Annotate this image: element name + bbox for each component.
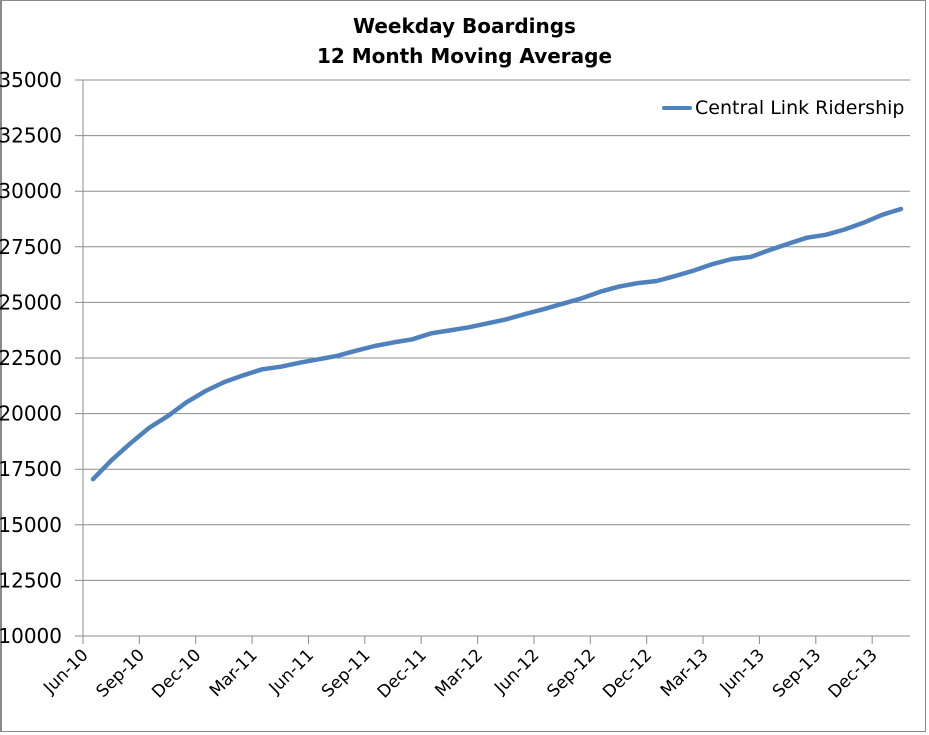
chart-subtitle: 12 Month Moving Average bbox=[316, 44, 613, 68]
chart-title: Weekday Boardings bbox=[353, 14, 576, 38]
y-axis: 10000 12500 15000 17500 20000 22500 25000 27500… bbox=[0, 68, 84, 648]
x-tick-label: Mar-11 bbox=[206, 645, 262, 701]
y-tick-label: 25000 bbox=[0, 290, 62, 314]
x-tick-label: Mar-13 bbox=[657, 645, 713, 701]
x-tick-label: Sep-11 bbox=[318, 645, 374, 701]
x-tick-label: Dec-12 bbox=[599, 645, 656, 702]
y-tick-label: 20000 bbox=[0, 402, 62, 426]
series-line-central-link-ridership bbox=[90, 206, 904, 482]
y-tick-label: 10000 bbox=[0, 624, 62, 648]
y-tick-label: 30000 bbox=[0, 179, 62, 203]
legend: Central Link Ridership bbox=[662, 97, 905, 119]
y-tick-label: 12500 bbox=[0, 568, 62, 592]
x-tick-label: Mar-12 bbox=[431, 645, 487, 701]
x-tick-label: Dec-10 bbox=[148, 645, 205, 702]
legend-line-swatch-icon bbox=[662, 106, 692, 110]
x-tick-label: Jun-11 bbox=[265, 645, 318, 698]
y-tick-label: 22500 bbox=[0, 346, 62, 370]
x-tick-label: Jun-12 bbox=[490, 645, 543, 698]
x-tick-label: Sep-12 bbox=[543, 645, 599, 701]
y-tick-label: 35000 bbox=[0, 68, 62, 92]
y-tick-label: 17500 bbox=[0, 457, 62, 481]
x-tick-label: Sep-10 bbox=[92, 645, 148, 701]
gridlines bbox=[75, 79, 910, 637]
x-tick-label: Dec-13 bbox=[825, 645, 882, 702]
x-axis: Jun-10 Sep-10 Dec-10 Mar-11 Jun-11 Sep-11 Dec-… bbox=[39, 636, 882, 702]
x-tick-label: Jun-13 bbox=[716, 645, 769, 698]
x-tick-label: Sep-13 bbox=[769, 645, 825, 701]
y-tick-label: 32500 bbox=[0, 124, 62, 148]
y-tick-label: 15000 bbox=[0, 513, 62, 537]
x-tick-label: Dec-11 bbox=[374, 645, 431, 702]
x-tick-label: Jun-10 bbox=[39, 645, 92, 698]
y-tick-label: 27500 bbox=[0, 235, 62, 259]
legend-label: Central Link Ridership bbox=[695, 97, 905, 119]
